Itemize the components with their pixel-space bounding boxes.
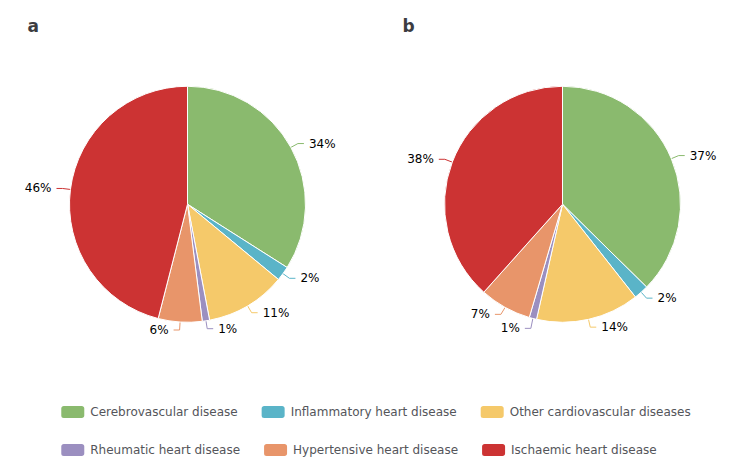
svg-text:11%: 11%: [263, 306, 290, 320]
svg-text:37%: 37%: [690, 149, 717, 163]
svg-text:6%: 6%: [150, 323, 169, 337]
svg-text:b: b: [403, 16, 415, 36]
svg-text:2%: 2%: [658, 291, 677, 305]
svg-text:2%: 2%: [300, 271, 319, 285]
svg-text:Cerebrovascular disease: Cerebrovascular disease: [90, 405, 237, 419]
svg-text:a: a: [28, 16, 39, 36]
svg-text:14%: 14%: [601, 320, 628, 334]
svg-text:7%: 7%: [471, 307, 490, 321]
svg-text:1%: 1%: [218, 322, 237, 336]
svg-text:34%: 34%: [309, 137, 336, 151]
svg-text:1%: 1%: [501, 321, 520, 335]
svg-text:46%: 46%: [25, 181, 52, 195]
svg-text:Inflammatory heart disease: Inflammatory heart disease: [291, 405, 457, 419]
svg-text:Other cardiovascular diseases: Other cardiovascular diseases: [510, 405, 691, 419]
svg-text:38%: 38%: [407, 152, 434, 166]
svg-text:Hypertensive heart disease: Hypertensive heart disease: [293, 443, 458, 457]
svg-text:Ischaemic heart disease: Ischaemic heart disease: [511, 443, 657, 457]
svg-text:Rheumatic heart disease: Rheumatic heart disease: [90, 443, 240, 457]
